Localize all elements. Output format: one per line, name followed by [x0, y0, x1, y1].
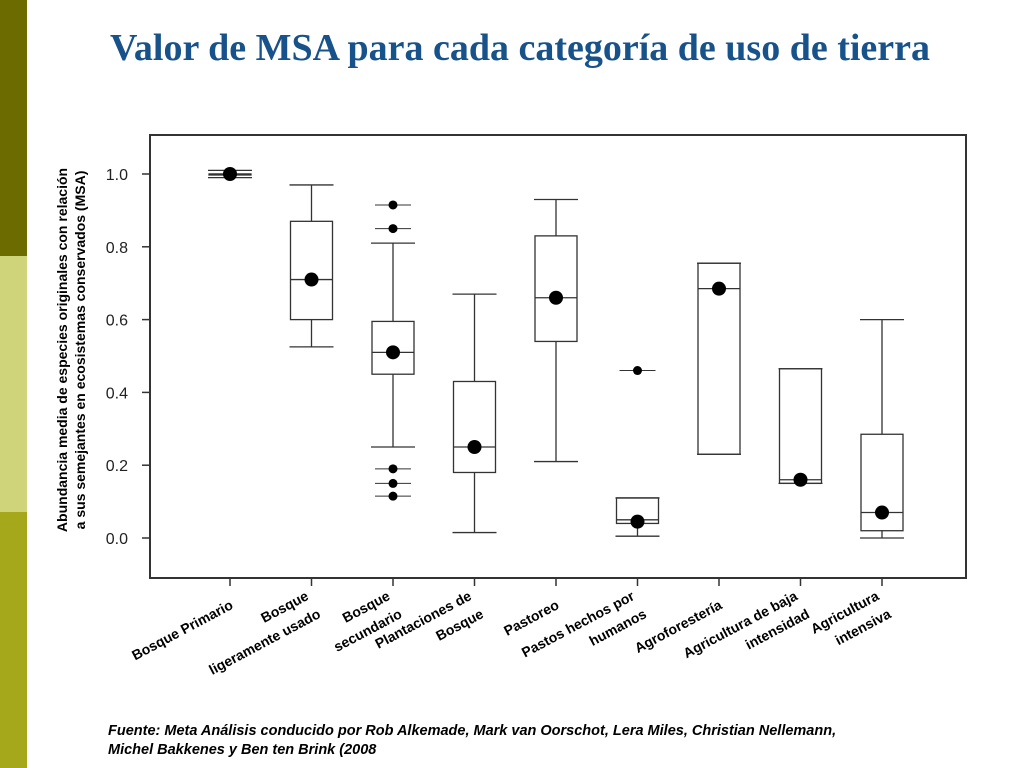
mean-point	[467, 440, 482, 454]
box-plot-chart: 0.0 0.2 0.4 0.6 0.8 1.0 Abundancia media de es…	[54, 134, 967, 678]
box-iqr	[778, 368, 823, 485]
mean-point	[630, 514, 645, 529]
y-tick-label: 0.4	[106, 385, 128, 402]
y-tick-label: 1.0	[106, 167, 128, 184]
side-accent-light	[0, 256, 27, 512]
mean-point	[712, 281, 726, 296]
y-axis-label: a sus semejantes en ecosistemas conserva…	[72, 171, 88, 530]
y-tick-label: 0.8	[106, 240, 128, 257]
y-tick-label: 0.0	[106, 531, 128, 548]
plot-frame	[149, 134, 967, 579]
box-iqr	[452, 380, 497, 474]
mean-point	[304, 272, 319, 287]
box-iqr	[371, 320, 415, 375]
slide-title: Valor de MSA para cada categoría de uso …	[109, 27, 931, 69]
box-iqr	[860, 433, 904, 532]
source-line-1: Fuente: Meta Análisis conducido por Rob …	[108, 723, 837, 739]
mean-point	[549, 290, 563, 305]
y-axis-label: Abundancia media de especies originales …	[54, 168, 70, 532]
box-iqr	[289, 220, 334, 321]
outlier-point	[388, 200, 398, 210]
box-iqr	[697, 262, 741, 455]
mean-point	[223, 167, 237, 181]
source-line-2: Michel Bakkenes y Ben ten Brink (2008	[108, 742, 377, 758]
mean-point	[793, 472, 808, 487]
box-iqr	[534, 235, 578, 343]
outlier-point	[633, 366, 642, 376]
outlier-point	[388, 491, 398, 501]
y-tick-label: 0.6	[106, 313, 128, 330]
mean-point	[875, 505, 889, 520]
outlier-point	[388, 478, 398, 488]
outlier-point	[388, 224, 398, 234]
side-accent-dark	[0, 0, 27, 256]
outlier-point	[388, 464, 398, 474]
y-tick-label: 0.2	[106, 458, 128, 475]
side-accent-mid	[0, 512, 27, 768]
source-note: Fuente: Meta Análisis conducido por Rob …	[108, 722, 988, 760]
mean-point	[386, 345, 400, 360]
x-category-label: Bosque Primario	[129, 597, 235, 664]
